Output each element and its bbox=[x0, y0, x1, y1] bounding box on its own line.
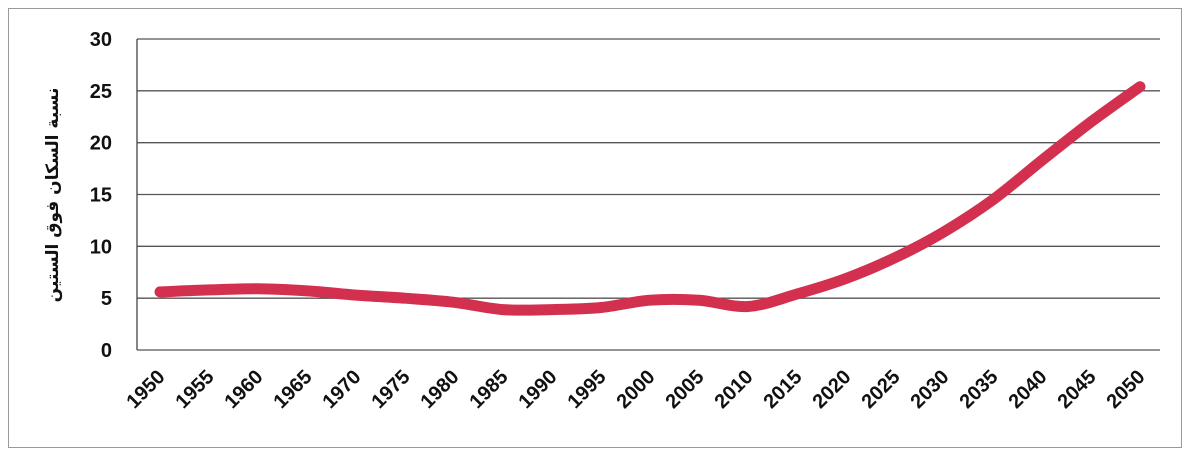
x-tick-label: 2040 bbox=[1005, 366, 1052, 413]
x-tick-label: 1990 bbox=[515, 366, 562, 413]
x-tick-label: 2000 bbox=[613, 366, 660, 413]
x-tick-label: 2010 bbox=[711, 366, 758, 413]
y-tick-labels: 0 5 10 15 20 25 30 bbox=[90, 29, 112, 362]
y-tick-label: 10 bbox=[90, 236, 112, 258]
x-tick-label: 1975 bbox=[368, 366, 415, 413]
x-tick-label: 1960 bbox=[221, 366, 268, 413]
x-tick-label: 1950 bbox=[123, 366, 170, 413]
y-tick-label: 15 bbox=[90, 185, 112, 207]
x-tick-label: 2030 bbox=[907, 366, 954, 413]
x-tick-label: 1995 bbox=[564, 366, 611, 413]
x-tick-label: 2005 bbox=[662, 366, 709, 413]
series-line bbox=[154, 81, 1146, 316]
x-tick-label: 2035 bbox=[956, 366, 1003, 413]
x-tick-label: 1985 bbox=[466, 366, 513, 413]
y-tick-label: 25 bbox=[90, 81, 112, 103]
y-tick-label: 20 bbox=[90, 133, 112, 155]
x-tick-label: 1970 bbox=[319, 366, 366, 413]
y-tick-label: 0 bbox=[101, 340, 112, 362]
x-tick-label: 2045 bbox=[1054, 366, 1101, 413]
x-tick-label: 1955 bbox=[172, 366, 219, 413]
chart-frame bbox=[8, 8, 1182, 448]
x-tick-label: 1965 bbox=[270, 366, 317, 413]
x-tick-label: 2020 bbox=[809, 366, 856, 413]
x-tick-label: 2050 bbox=[1103, 366, 1150, 413]
x-tick-label: 1980 bbox=[417, 366, 464, 413]
x-tick-label: 2025 bbox=[858, 366, 905, 413]
y-axis-label: نسبة السكان فوق الستين bbox=[43, 88, 63, 303]
y-tick-label: 5 bbox=[101, 288, 112, 310]
x-tick-labels: 1950 1955 1960 1965 1970 1975 1980 1985 1990 1995… bbox=[123, 366, 1150, 413]
x-tick-label: 2015 bbox=[760, 366, 807, 413]
gridlines bbox=[136, 38, 1160, 351]
y-tick-label: 30 bbox=[90, 29, 112, 51]
